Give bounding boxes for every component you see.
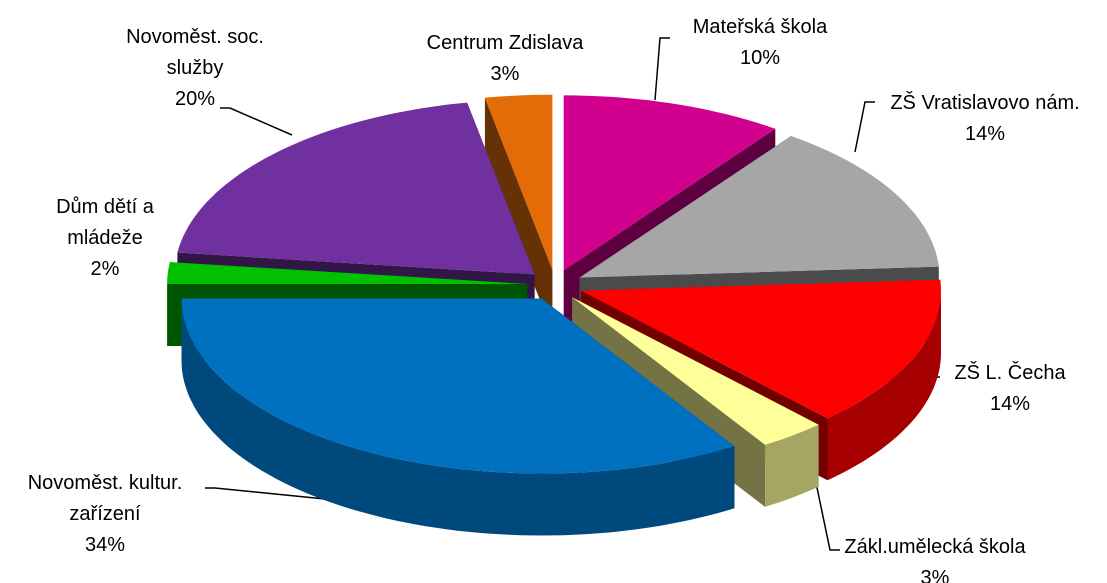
- category-label: ZŠ Vratislavovo nám.: [890, 92, 1080, 114]
- category-label: ZŠ L. Čecha: [954, 362, 1066, 384]
- slice-top: [581, 279, 941, 419]
- value-label: 3%: [490, 63, 520, 85]
- leader-line: [814, 477, 840, 551]
- slice-label: Dům dětí a mládeže 2%: [56, 192, 154, 285]
- category-label: Novoměst. kultur. zařízení: [27, 472, 183, 525]
- slice-top: [167, 262, 528, 284]
- value-label: 34%: [84, 534, 126, 556]
- category-label: Mateřská škola: [692, 16, 828, 38]
- category-label: Dům dětí a mládeže: [56, 196, 154, 249]
- slice-label: Zákl.umělecká škola 3%: [844, 532, 1025, 583]
- slice-top: [181, 298, 735, 474]
- leader-line: [854, 101, 875, 153]
- slice: [484, 94, 553, 332]
- value-label: 14%: [964, 123, 1006, 145]
- leader-line: [205, 487, 336, 501]
- leader-line: [654, 37, 670, 101]
- slice-label: ZŠ L. Čecha 14%: [954, 358, 1065, 420]
- value-label: 14%: [989, 393, 1031, 415]
- slice-label: Novoměst. soc. služby 20%: [126, 22, 264, 115]
- category-label: Zákl.umělecká škola: [844, 536, 1026, 558]
- value-label: 3%: [920, 567, 950, 583]
- leader-line: [220, 107, 293, 136]
- slice-top: [572, 297, 819, 445]
- slice-label: Novoměst. kultur. zařízení 34%: [28, 468, 183, 561]
- slice: [181, 298, 735, 536]
- slice-side: [484, 97, 553, 332]
- value-label: 2%: [90, 258, 120, 280]
- slice-label: ZŠ Vratislavovo nám. 14%: [890, 88, 1079, 150]
- category-label: Centrum Zdislava: [426, 32, 584, 54]
- category-label: Novoměst. soc. služby: [126, 26, 264, 79]
- slice-top: [579, 136, 939, 278]
- slice-label: Centrum Zdislava 3%: [427, 28, 584, 90]
- value-label: 20%: [174, 88, 216, 110]
- slice-top: [484, 94, 553, 270]
- slice-wall: [765, 424, 819, 507]
- slice-top: [177, 102, 535, 275]
- slice-wall: [827, 290, 941, 481]
- slice-wall: [181, 298, 735, 536]
- slice-label: Mateřská škola 10%: [693, 12, 828, 74]
- slice-top: [563, 95, 776, 271]
- value-label: 10%: [739, 47, 781, 69]
